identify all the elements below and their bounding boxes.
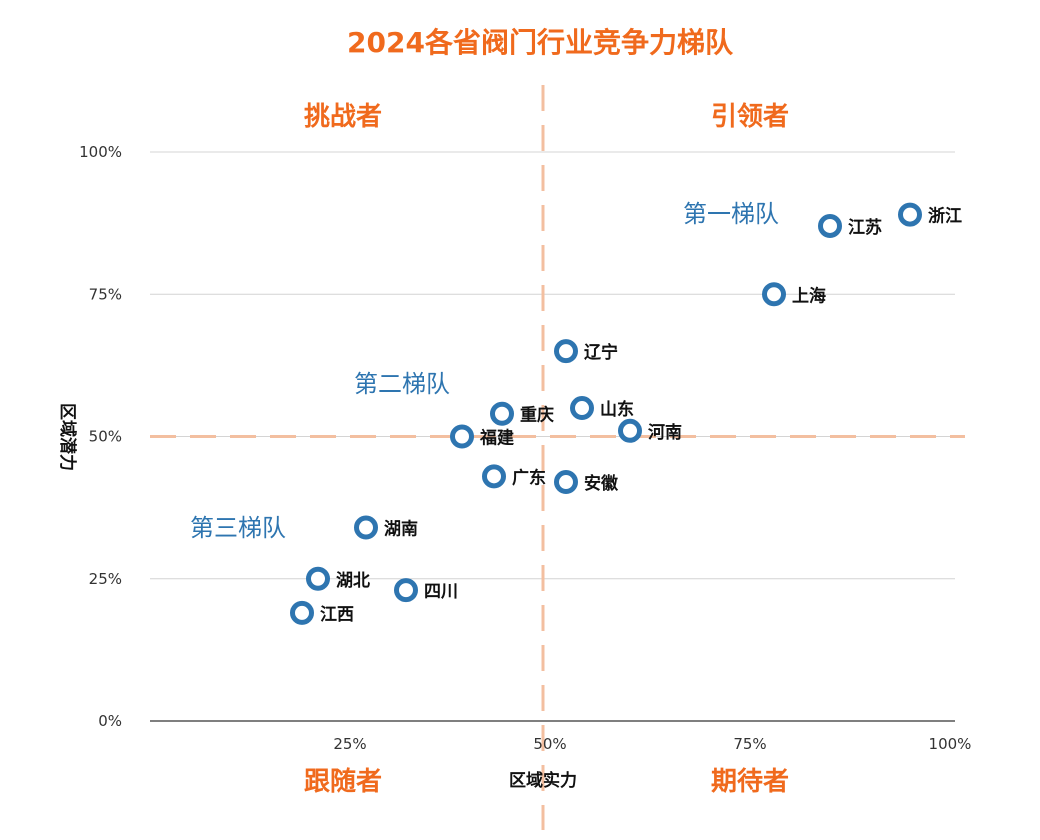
y-tick-label: 50% [89, 428, 122, 446]
data-point: 重庆 [490, 401, 554, 426]
point-marker [762, 282, 786, 307]
data-point: 福建 [450, 424, 514, 449]
data-point: 安徽 [554, 470, 619, 495]
x-tick-label: 50% [533, 735, 566, 753]
point-marker [554, 470, 578, 495]
tier-3-label: 第三梯队 [190, 514, 286, 542]
point-label: 上海 [792, 285, 826, 306]
data-point: 浙江 [898, 202, 962, 227]
quadrant-bottom-right: 期待者 [711, 767, 789, 797]
point-label: 重庆 [520, 405, 554, 426]
point-label: 辽宁 [584, 342, 618, 363]
tier-2-label: 第二梯队 [354, 370, 450, 398]
point-marker [306, 566, 330, 591]
quadrant-dividers [150, 85, 965, 830]
point-marker [898, 202, 922, 227]
x-tick-label: 75% [733, 735, 766, 753]
point-marker [554, 339, 578, 364]
tier-1-label: 第一梯队 [683, 200, 779, 228]
y-tick-label: 0% [98, 712, 122, 730]
data-point: 湖南 [354, 515, 418, 540]
chart-title: 2024各省阀门行业竞争力梯队 [347, 26, 734, 59]
point-label: 江苏 [848, 217, 882, 238]
quadrant-bottom-left: 跟随者 [304, 766, 382, 797]
point-label: 湖北 [336, 571, 370, 591]
y-tick-label: 25% [89, 570, 122, 588]
data-point: 辽宁 [554, 339, 618, 364]
point-marker [570, 396, 594, 421]
point-marker [482, 464, 506, 489]
point-label: 四川 [424, 582, 458, 602]
point-label: 湖南 [384, 519, 418, 540]
point-label: 浙江 [928, 206, 962, 227]
point-marker [490, 401, 514, 426]
y-tick-label: 75% [89, 285, 122, 303]
data-point: 四川 [394, 578, 458, 603]
y-tick-label: 100% [79, 143, 122, 161]
data-point: 湖北 [306, 566, 370, 591]
tick-labels: 0% 25% 50% 75% 100% 25% 50% 75% 100% [79, 143, 971, 753]
data-point: 广东 [482, 464, 546, 489]
quadrant-top-left: 挑战者 [304, 102, 382, 132]
point-label: 福建 [479, 428, 514, 449]
point-marker [290, 600, 314, 625]
x-tick-label: 25% [333, 735, 366, 753]
data-point: 江苏 [818, 213, 882, 238]
point-marker [450, 424, 474, 449]
data-point: 河南 [618, 418, 682, 443]
point-label: 江西 [320, 605, 354, 625]
data-point: 上海 [762, 282, 826, 307]
y-axis-label: 区域潜力 [57, 403, 78, 471]
x-axis-label: 区域实力 [509, 770, 577, 791]
point-marker [818, 213, 842, 238]
data-point: 山东 [570, 396, 634, 421]
point-label: 广东 [512, 467, 546, 488]
point-label: 山东 [600, 399, 634, 420]
point-label: 河南 [648, 422, 682, 443]
point-marker [394, 578, 418, 603]
x-tick-label: 100% [929, 735, 972, 753]
point-marker [618, 418, 642, 443]
point-marker [354, 515, 378, 540]
point-label: 安徽 [584, 473, 619, 494]
quadrant-top-right: 引领者 [711, 101, 789, 132]
data-point: 江西 [290, 600, 354, 625]
